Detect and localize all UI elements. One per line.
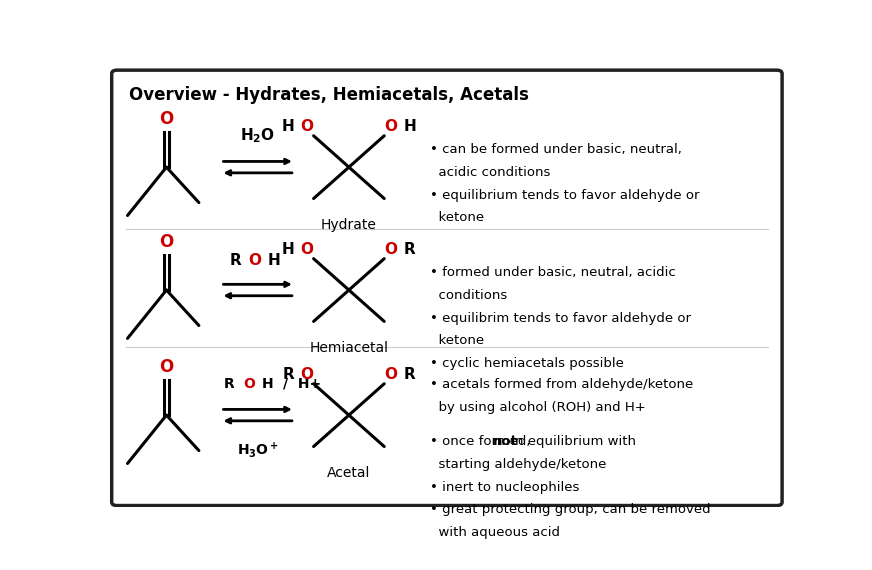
Text: with aqueous acid: with aqueous acid — [430, 526, 560, 539]
Text: O: O — [242, 377, 255, 391]
Text: R: R — [403, 242, 415, 257]
Text: Acetal: Acetal — [327, 466, 371, 479]
Text: R: R — [224, 377, 235, 391]
Text: • great protecting group; can be removed: • great protecting group; can be removed — [430, 503, 711, 516]
Text: O: O — [301, 367, 314, 382]
Text: by using alcohol (ROH) and H+: by using alcohol (ROH) and H+ — [430, 401, 646, 414]
Text: H: H — [403, 119, 416, 134]
Text: • cyclic hemiacetals possible: • cyclic hemiacetals possible — [430, 357, 623, 370]
Text: R: R — [283, 367, 295, 382]
Text: H: H — [267, 253, 280, 268]
Text: R: R — [229, 253, 241, 268]
Text: O: O — [385, 242, 398, 257]
Text: Hemiacetal: Hemiacetal — [310, 340, 388, 355]
Text: • formed under basic, neutral, acidic: • formed under basic, neutral, acidic — [430, 266, 676, 279]
Text: ketone: ketone — [430, 335, 484, 347]
Text: O: O — [385, 119, 398, 134]
Text: conditions: conditions — [430, 289, 508, 302]
Text: /  H+: / H+ — [283, 377, 321, 391]
Text: • equilibrim tends to favor aldehyde or: • equilibrim tends to favor aldehyde or — [430, 312, 691, 324]
Text: O: O — [385, 367, 398, 382]
Text: R: R — [403, 367, 415, 382]
Text: ketone: ketone — [430, 211, 484, 225]
Text: Overview - Hydrates, Hemiacetals, Acetals: Overview - Hydrates, Hemiacetals, Acetal… — [129, 86, 529, 104]
Text: O: O — [160, 110, 174, 128]
Text: • acetals formed from aldehyde/ketone: • acetals formed from aldehyde/ketone — [430, 378, 693, 391]
Text: not: not — [493, 435, 518, 448]
Text: H: H — [262, 377, 273, 391]
Text: O: O — [301, 242, 314, 257]
Text: O: O — [301, 119, 314, 134]
Text: Hydrate: Hydrate — [321, 218, 377, 231]
Text: • inert to nucleophiles: • inert to nucleophiles — [430, 481, 579, 494]
Text: O: O — [160, 358, 174, 376]
Text: $\mathbf{H_2O}$: $\mathbf{H_2O}$ — [240, 127, 276, 145]
Text: • once formed,: • once formed, — [430, 435, 535, 448]
Text: H: H — [282, 119, 295, 134]
Text: • can be formed under basic, neutral,: • can be formed under basic, neutral, — [430, 143, 682, 156]
Text: in equilibrium with: in equilibrium with — [507, 435, 636, 448]
Text: acidic conditions: acidic conditions — [430, 166, 550, 179]
FancyBboxPatch shape — [112, 70, 782, 506]
Text: O: O — [160, 233, 174, 251]
Text: $\mathbf{H_3O^+}$: $\mathbf{H_3O^+}$ — [236, 441, 279, 461]
Text: • equilibrium tends to favor aldehyde or: • equilibrium tends to favor aldehyde or — [430, 189, 699, 202]
Text: O: O — [249, 253, 262, 268]
Text: H: H — [282, 242, 295, 257]
Text: starting aldehyde/ketone: starting aldehyde/ketone — [430, 458, 606, 471]
